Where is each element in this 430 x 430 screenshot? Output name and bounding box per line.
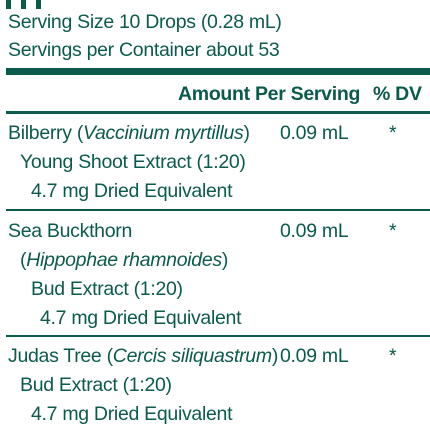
amount-per-serving-header: Amount Per Serving — [178, 83, 361, 105]
ingredient-amount: 0.09 mL — [280, 345, 349, 367]
title-fragment — [6, 0, 51, 14]
ingredient-equivalent: 4.7 mg Dried Equivalent — [40, 307, 242, 329]
ingredient-dv: * — [389, 122, 397, 144]
thick-divider — [6, 68, 430, 75]
ingredient-amount: 0.09 mL — [280, 122, 349, 144]
ingredient-equivalent: 4.7 mg Dried Equivalent — [31, 180, 233, 202]
ingredient-dv: * — [389, 345, 397, 367]
ingredient-extract: Young Shoot Extract (1:20) — [20, 151, 246, 173]
ingredient-name: Judas Tree (Cercis siliquastrum) — [8, 345, 279, 367]
ingredient-dv: * — [389, 220, 397, 242]
header-divider — [6, 111, 430, 114]
ingredient-extract: Bud Extract (1:20) — [20, 374, 172, 396]
ingredient-extract: Bud Extract (1:20) — [31, 278, 183, 300]
ingredient-equivalent: 4.7 mg Dried Equivalent — [31, 403, 233, 425]
ingredient-name: Bilberry (Vaccinium myrtillus) — [8, 122, 250, 144]
row-divider — [6, 335, 430, 337]
ingredient-name: Sea Buckthorn — [8, 220, 133, 242]
ingredient-amount: 0.09 mL — [280, 220, 349, 242]
row-divider — [6, 209, 430, 211]
servings-per-container: Servings per Container about 53 — [8, 39, 280, 61]
ingredient-latin-name: (Hippophae rhamnoides) — [20, 249, 229, 271]
serving-size: Serving Size 10 Drops (0.28 mL) — [8, 11, 282, 33]
percent-dv-header: % DV — [373, 83, 422, 105]
